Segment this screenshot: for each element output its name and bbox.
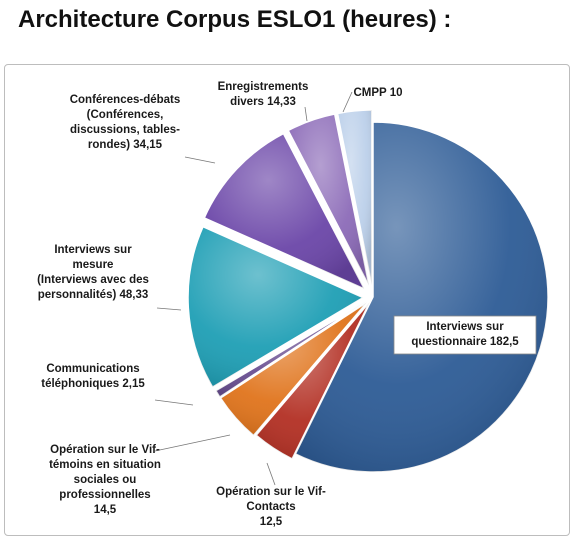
data-label-line: questionnaire 182,5	[411, 336, 519, 348]
data-label: Communications téléphoniques 2,15	[41, 363, 145, 390]
pie-slice-shading	[220, 302, 367, 436]
data-label-line: (Interviews avec des	[37, 274, 149, 286]
data-label: Enregistrements divers 14,33	[218, 81, 309, 108]
data-label-line: téléphoniques 2,15	[41, 378, 145, 390]
data-label-line: Conférences-débats	[70, 94, 181, 106]
data-label-line: 12,5	[260, 516, 283, 528]
data-label-line: 14,5	[94, 504, 117, 516]
leader-line	[154, 399, 194, 406]
data-label-line: professionnelles	[59, 489, 150, 501]
data-label-line: Opération sur le Vif-	[216, 486, 326, 498]
leader-line	[266, 462, 276, 486]
data-label: Opération sur le Vif-témoins en situatio…	[49, 444, 161, 516]
leader-line	[154, 434, 231, 452]
data-label-line: mesure	[73, 259, 114, 271]
leader-line	[304, 106, 308, 122]
pie-slice-group	[187, 225, 365, 389]
pie-slice-shading	[215, 301, 367, 397]
chart-title: Architecture Corpus ESLO1 (heures) :	[18, 6, 452, 33]
pie-slice-shading	[288, 114, 370, 286]
data-label-line: Interviews sur	[54, 244, 132, 256]
pie-slice-group	[255, 301, 371, 460]
pie-slice-shading	[256, 302, 370, 459]
data-label-line: Interviews sur	[426, 321, 504, 333]
data-label: Conférences-débats (Conférences, discussio…	[70, 94, 181, 151]
data-label-line: sociales ou	[74, 474, 137, 486]
data-label-line: (Conférences,	[87, 109, 164, 121]
pie-slice-shading	[204, 133, 365, 289]
pie-slice-shading	[295, 122, 548, 473]
pie-slice-group	[214, 300, 367, 399]
data-label-line: divers 14,33	[230, 96, 296, 108]
leader-line	[156, 307, 182, 311]
pie-slice-shading	[188, 226, 364, 388]
data-label-box	[393, 315, 537, 355]
pie-slice-group	[294, 121, 549, 473]
chart-frame: Interviews sur questionnaire 182,5 Opérati…	[4, 64, 570, 536]
data-label: Interviews sur questionnaire 182,5	[411, 321, 519, 348]
pie-slice-group	[287, 113, 370, 287]
data-label-line: Opération sur le Vif-	[50, 444, 160, 456]
pie-slice-group	[203, 132, 366, 291]
data-label: Interviews sur mesure (Interviews avec des…	[37, 244, 149, 301]
data-label-line: rondes) 34,15	[88, 139, 163, 151]
pie-chart: Interviews sur questionnaire 182,5 Opérati…	[37, 81, 549, 528]
data-label-line: Contacts	[246, 501, 295, 513]
data-label-line: Communications	[46, 363, 139, 375]
pie-slice-group	[336, 109, 373, 286]
data-label-line: CMPP 10	[353, 87, 402, 99]
data-label-line: discussions, tables-	[70, 124, 180, 136]
data-label: Opération sur le Vif- Contacts 12,5	[216, 486, 326, 528]
leader-line	[184, 156, 216, 164]
pie-slice-group	[219, 301, 368, 437]
data-label-line: Enregistrements	[218, 81, 309, 93]
data-label-line: témoins en situation	[49, 459, 161, 471]
data-label-line: personnalités) 48,33	[38, 289, 149, 301]
leader-line	[342, 91, 353, 113]
pie-slice-shading	[337, 110, 372, 286]
data-label: CMPP 10	[353, 87, 402, 99]
